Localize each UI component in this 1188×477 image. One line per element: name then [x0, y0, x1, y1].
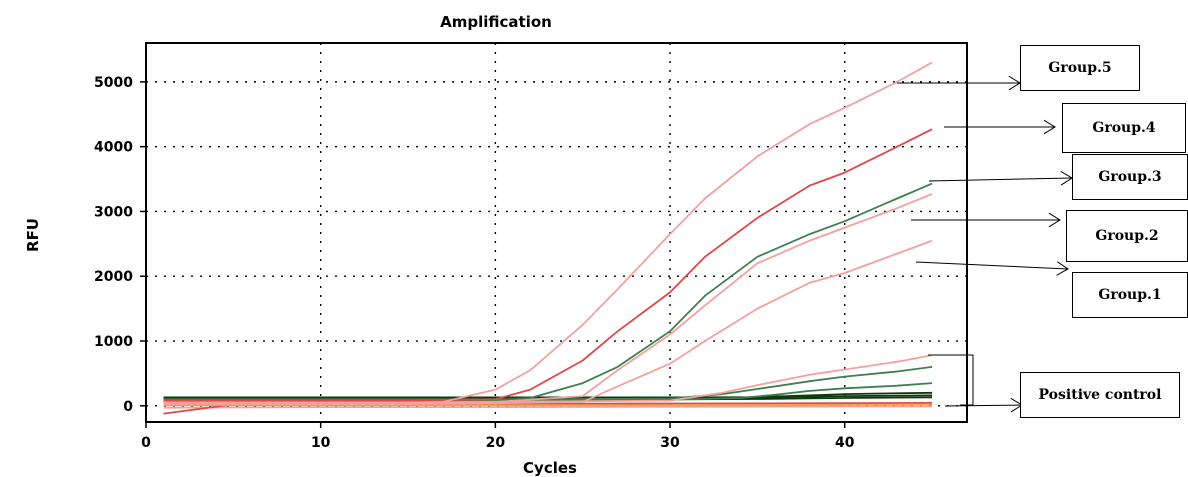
- series-line-1: [163, 61, 933, 404]
- series-line-14: [163, 405, 933, 409]
- y-tick-label-1: 1000: [94, 334, 133, 350]
- y-axis-label: RFU: [24, 218, 42, 252]
- y-tick-label-5: 5000: [94, 75, 133, 91]
- axes: [140, 42, 968, 428]
- x-tick-label-4: 40: [835, 435, 855, 451]
- annotation-arrowhead-5: [1056, 261, 1069, 276]
- group-4-label: Group.4: [1062, 103, 1186, 153]
- group-1-label: Group.1: [1072, 272, 1188, 318]
- x-tick-label-1: 10: [311, 435, 331, 451]
- chart-title: Amplification: [440, 13, 552, 31]
- annotation-arrow-6: [944, 404, 1023, 407]
- y-tick-label-4: 4000: [94, 140, 133, 156]
- y-tick-label-3: 3000: [94, 204, 133, 220]
- series-line-7: [163, 366, 933, 401]
- y-tick-label-0: 0: [123, 399, 133, 415]
- series-line-2: [163, 128, 933, 402]
- group-3-label: Group.3: [1072, 154, 1188, 200]
- plot-frame: [145, 42, 968, 423]
- annotation-arrowhead-2: [1043, 119, 1056, 135]
- x-tick-label-0: 0: [141, 435, 151, 451]
- series-line-4: [163, 193, 933, 404]
- annotation-arrowhead-4: [1048, 212, 1061, 228]
- tick-labels: 0 10 20 30 40 0 1000 2000 3000 4000 5000: [94, 75, 855, 451]
- positive-control-bracket: [928, 354, 974, 406]
- series-line-12: [163, 403, 933, 407]
- series-line-5: [163, 239, 933, 405]
- positive-control-label: Positive control: [1020, 372, 1180, 418]
- grid-lines: [146, 43, 967, 422]
- group-2-label: Group.2: [1066, 210, 1188, 262]
- x-axis-label: Cycles: [523, 459, 577, 477]
- annotation-arrow-3: [928, 177, 1073, 182]
- series-layer: [163, 61, 933, 415]
- group-5-label: Group.5: [1020, 45, 1140, 91]
- annotation-arrow-5: [915, 261, 1069, 270]
- x-tick-label-2: 20: [486, 435, 506, 451]
- x-tick-label-3: 30: [660, 435, 680, 451]
- series-line-3: [163, 182, 933, 402]
- y-tick-label-2: 2000: [94, 269, 133, 285]
